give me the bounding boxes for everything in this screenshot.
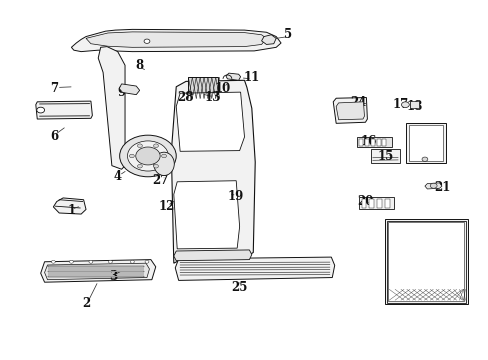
- Text: 26: 26: [143, 148, 160, 161]
- Circle shape: [129, 154, 134, 158]
- Polygon shape: [44, 263, 149, 280]
- Circle shape: [429, 183, 436, 188]
- Polygon shape: [176, 92, 244, 151]
- Circle shape: [153, 144, 158, 148]
- Circle shape: [153, 165, 158, 168]
- FancyBboxPatch shape: [364, 139, 368, 145]
- Text: 12: 12: [158, 201, 174, 213]
- Polygon shape: [171, 80, 255, 263]
- Polygon shape: [41, 260, 156, 282]
- Text: 11: 11: [243, 71, 260, 84]
- FancyBboxPatch shape: [48, 266, 143, 267]
- Polygon shape: [86, 32, 266, 47]
- Text: 28: 28: [177, 91, 193, 104]
- FancyBboxPatch shape: [356, 137, 391, 147]
- Text: 9: 9: [117, 86, 125, 99]
- Ellipse shape: [154, 152, 174, 176]
- Text: 13: 13: [204, 91, 221, 104]
- Text: 6: 6: [50, 130, 58, 144]
- FancyBboxPatch shape: [48, 271, 143, 272]
- Text: 17: 17: [391, 98, 408, 111]
- Polygon shape: [173, 250, 251, 261]
- Text: 1: 1: [67, 204, 75, 217]
- Polygon shape: [424, 183, 441, 189]
- Circle shape: [108, 260, 112, 263]
- Circle shape: [161, 154, 166, 158]
- Circle shape: [127, 141, 168, 171]
- Text: 5: 5: [284, 28, 292, 41]
- Polygon shape: [119, 84, 140, 95]
- Text: 8: 8: [135, 59, 143, 72]
- FancyBboxPatch shape: [48, 276, 143, 277]
- Text: 24: 24: [349, 96, 366, 109]
- Circle shape: [136, 147, 160, 165]
- Text: 21: 21: [433, 181, 449, 194]
- Text: 14: 14: [418, 130, 435, 144]
- Circle shape: [120, 135, 176, 177]
- Polygon shape: [36, 101, 92, 119]
- FancyBboxPatch shape: [376, 139, 380, 145]
- Circle shape: [130, 260, 134, 263]
- FancyBboxPatch shape: [368, 199, 373, 208]
- Circle shape: [89, 260, 93, 263]
- Text: 23: 23: [408, 291, 425, 304]
- Polygon shape: [98, 46, 125, 169]
- FancyBboxPatch shape: [387, 222, 464, 301]
- Text: 22: 22: [393, 285, 409, 298]
- Text: 25: 25: [231, 281, 247, 294]
- FancyBboxPatch shape: [406, 123, 446, 163]
- Text: 2: 2: [81, 297, 90, 310]
- Circle shape: [421, 157, 427, 161]
- Text: 27: 27: [152, 174, 168, 186]
- Circle shape: [51, 260, 55, 263]
- Polygon shape: [261, 35, 276, 44]
- Circle shape: [401, 102, 408, 108]
- FancyBboxPatch shape: [358, 139, 362, 145]
- Circle shape: [137, 144, 142, 148]
- FancyBboxPatch shape: [382, 139, 386, 145]
- Text: 4: 4: [113, 170, 122, 183]
- Polygon shape: [175, 257, 334, 280]
- Text: 19: 19: [227, 190, 244, 203]
- FancyBboxPatch shape: [408, 125, 443, 161]
- FancyBboxPatch shape: [370, 149, 399, 163]
- FancyBboxPatch shape: [409, 101, 418, 108]
- Circle shape: [145, 260, 149, 263]
- Circle shape: [144, 39, 150, 43]
- FancyBboxPatch shape: [376, 199, 381, 208]
- Circle shape: [69, 260, 73, 263]
- Text: 20: 20: [357, 195, 373, 208]
- Text: 7: 7: [50, 82, 58, 95]
- Circle shape: [37, 107, 44, 113]
- FancyBboxPatch shape: [361, 199, 366, 208]
- Text: 10: 10: [214, 82, 230, 95]
- Text: 3: 3: [108, 270, 117, 283]
- Polygon shape: [332, 98, 366, 123]
- Text: 16: 16: [360, 135, 376, 148]
- Text: 18: 18: [405, 100, 422, 113]
- Polygon shape: [53, 198, 86, 214]
- FancyBboxPatch shape: [370, 139, 374, 145]
- Polygon shape: [173, 181, 239, 249]
- Text: 15: 15: [377, 150, 393, 163]
- Polygon shape: [71, 30, 281, 51]
- FancyBboxPatch shape: [384, 199, 389, 208]
- FancyBboxPatch shape: [384, 220, 467, 304]
- Polygon shape: [225, 73, 240, 80]
- Polygon shape: [335, 102, 364, 120]
- Circle shape: [137, 165, 142, 168]
- FancyBboxPatch shape: [358, 197, 393, 210]
- FancyBboxPatch shape: [188, 77, 217, 98]
